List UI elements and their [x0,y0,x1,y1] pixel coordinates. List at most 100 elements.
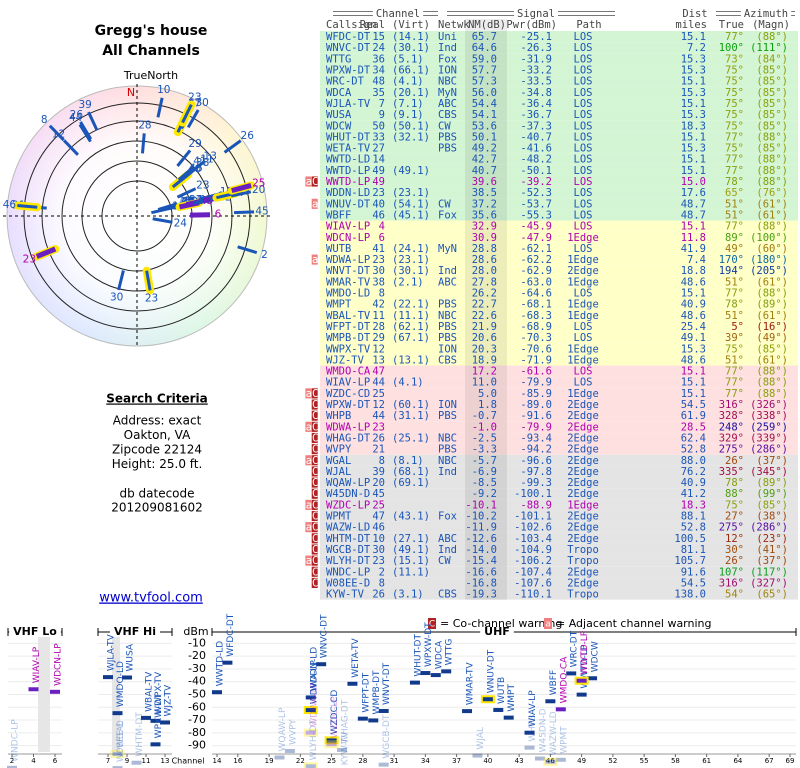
cell-real: 34 [372,65,385,77]
station-label: WJAL [476,727,486,750]
x-tick-label: 7 [106,757,110,765]
cell-magn: (85°) [756,343,788,355]
cell-magn: (41°) [756,544,788,556]
cell-virt: (49.1) [392,544,430,556]
north-label: TrueNorth [123,69,178,82]
cell-true: 75° [725,87,744,99]
cell-path: LOS [574,154,593,166]
cell-magn: (326°) [750,399,788,411]
station-marker [284,748,295,753]
cell-netwk: Fox [438,53,457,65]
cell-miles: 15.0 [681,176,706,188]
polar-channel-label: 6 [215,209,222,221]
station-label: WFPT-DT [361,672,371,712]
row-background [320,209,798,221]
station-marker [337,747,348,752]
cell-path: Tropo [567,589,599,601]
cell-miles: 48.7 [681,209,706,221]
y-axis-label: dBm [183,625,208,638]
criteria-line: Height: 25.0 ft. [112,457,203,471]
station: WHPB [524,714,538,750]
x-tick-label: 31 [390,757,399,765]
cell-path: LOS [574,332,593,344]
cell-callsign: WGCB-DT [326,544,371,556]
cell-true: 54° [725,589,744,601]
polar-signal [186,109,200,129]
station: KYW-TV [341,731,351,766]
cell-pwr: -41.6 [520,143,552,155]
station: WIAV-LP [524,690,538,735]
station-marker [524,730,535,735]
cell-real: 2 [379,566,385,578]
cell-callsign: WMPB-DT [326,332,371,344]
cell-miles: 15.3 [681,109,706,121]
cell-path: 1Edge [567,354,599,366]
cell-pwr: -25.1 [520,31,552,43]
cell-nm: -14.0 [465,544,497,556]
row-background [320,131,798,143]
site-link[interactable]: www.tvfool.com [99,591,203,606]
cell-nm: 18.9 [472,354,497,366]
cell-path: 1Edge [567,276,599,288]
warning-box [311,399,318,410]
station-marker [160,720,170,725]
cell-magn: (16°) [756,321,788,333]
warning-flag: a [312,254,318,266]
station-marker [357,716,368,721]
warning-flag: aC [306,455,319,467]
cell-real: 50 [372,120,385,132]
cell-callsign: WDCA [326,87,352,99]
cell-miles: 15.1 [681,131,706,143]
cell-pwr: -64.6 [520,288,552,300]
warning-box [305,421,312,432]
cell-real: 44 [372,377,385,389]
cell-callsign: WFDC-DT [326,31,371,43]
row-background [320,365,798,377]
station-label: WZDC-CD [330,690,340,735]
station: WDCA [430,640,444,678]
y-tick-label: -60 [188,700,206,713]
cell-netwk: NBC [438,76,457,88]
station: WZDC-LP [324,696,340,749]
cell-true: 78° [725,176,744,188]
station: WHUT-DT [409,634,423,685]
station-label: WDCW [591,641,601,672]
cell-virt: (50.1) [392,120,430,132]
cell-nm: 57.3 [472,76,497,88]
datecode: 201209081602 [111,501,203,515]
y-tick-label: -40 [188,675,206,688]
cell-netwk: Ind [438,466,457,478]
cell-path: 2Edge [567,421,599,433]
row-background [320,432,798,444]
cell-callsign: KYW-TV [326,589,365,601]
station-marker [430,673,441,678]
warning-box [311,254,318,265]
cell-nm: 20.3 [472,343,497,355]
cell-callsign: WNUV-DT [326,198,371,210]
polar-signal [177,165,195,181]
cell-pwr: -70.3 [520,332,552,344]
cell-callsign: W45DN-D [326,488,370,500]
polar-channel-label: 10 [157,84,170,96]
row-background [320,298,798,310]
polar-channel-label: 8 [41,114,48,126]
cell-callsign: WMAR-TV [326,276,371,288]
cell-pwr: -45.9 [520,221,552,233]
cell-true: 77° [725,377,744,389]
cell-true: 77° [725,288,744,300]
row-background [320,187,798,199]
row-background [320,64,798,76]
cell-path: LOS [574,366,593,378]
cell-pwr: -71.9 [520,354,552,366]
cell-netwk: CW [438,120,451,132]
x-tick-label: 13 [161,757,170,765]
station-marker [472,753,483,758]
station-label: WJZ-TV [164,684,174,716]
station: WPMT [555,726,569,762]
column-header: (Magn) [752,19,790,31]
cell-virt: (23.1) [392,254,430,266]
cell-real: 23 [372,421,385,433]
warning-box [305,522,312,533]
cell-magn: (99°) [756,488,788,500]
row-background [320,376,798,388]
